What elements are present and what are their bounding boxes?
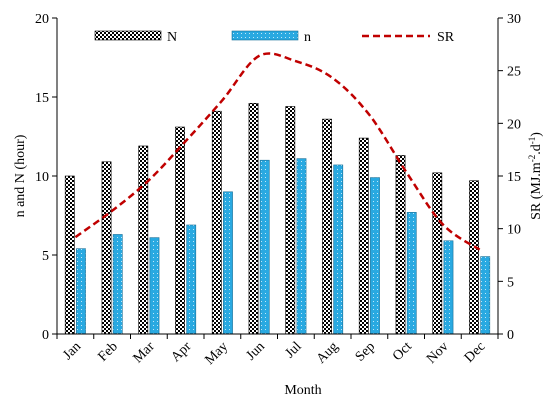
y2-axis-label-main: SR (MJ.m bbox=[529, 162, 544, 220]
x-axis-label: Month bbox=[284, 383, 321, 398]
x-tick-label-jan: Jan bbox=[60, 339, 84, 363]
x-tick-label-mar: Mar bbox=[131, 339, 158, 366]
x-tick-label-jul: Jul bbox=[283, 339, 305, 361]
y2-axis-label: SR (MJ.m-2.d-1) bbox=[527, 132, 544, 220]
right-tick-label: 15 bbox=[507, 170, 521, 185]
axes bbox=[56, 18, 499, 335]
x-tick-label-oct: Oct bbox=[390, 339, 415, 364]
x-tick-label-nov: Nov bbox=[424, 339, 452, 367]
x-tick-label-sep: Sep bbox=[353, 339, 378, 364]
left-tick-label: 20 bbox=[35, 12, 49, 27]
y2-axis-label-mid: .d bbox=[529, 144, 544, 155]
bar-n-apr bbox=[186, 224, 197, 335]
x-tick-label-aug: Aug bbox=[314, 339, 342, 367]
left-tick-label: 0 bbox=[42, 328, 49, 343]
legend-swatch-n bbox=[231, 30, 299, 41]
bar-n-oct bbox=[406, 212, 417, 335]
legend-item-N: N bbox=[94, 30, 177, 45]
bar-n-nov bbox=[443, 240, 454, 335]
bar-N-sep bbox=[358, 137, 369, 335]
legend-item-n: n bbox=[231, 30, 311, 45]
right-tick-label: 0 bbox=[507, 328, 514, 343]
left-axis-ticks: 0 5 10 15 20 bbox=[35, 12, 57, 343]
legend-label-N: N bbox=[167, 30, 177, 45]
bar-N-oct bbox=[395, 155, 406, 335]
legend-label-SR: SR bbox=[437, 30, 455, 45]
bar-n-aug bbox=[333, 164, 344, 335]
bar-n-may bbox=[223, 191, 233, 335]
y2-axis-label-sup2: -1 bbox=[527, 137, 537, 145]
bar-N-dec bbox=[469, 180, 479, 335]
bar-N-jan bbox=[64, 175, 75, 335]
right-axis-ticks: 0 5 10 15 20 25 30 bbox=[498, 12, 521, 343]
bar-n-jun bbox=[259, 159, 270, 335]
bar-n-dec bbox=[480, 256, 491, 335]
bar-n-feb bbox=[112, 234, 123, 335]
left-tick-label: 10 bbox=[35, 170, 49, 185]
legend-label-n: n bbox=[304, 30, 311, 45]
bar-N-may bbox=[211, 110, 222, 335]
x-tick-label-jun: Jun bbox=[244, 339, 268, 363]
bar-N-feb bbox=[101, 161, 112, 335]
x-tick-label-feb: Feb bbox=[95, 339, 120, 364]
bar-N-jul bbox=[285, 106, 296, 335]
series-N-bars bbox=[64, 103, 479, 335]
series-SR-line bbox=[74, 52, 481, 251]
y2-axis-label-sup1: -2 bbox=[527, 155, 537, 163]
bar-N-mar bbox=[138, 145, 149, 335]
bar-N-aug bbox=[322, 118, 332, 335]
x-tick-label-dec: Dec bbox=[462, 339, 489, 366]
bar-N-apr bbox=[175, 126, 185, 335]
bar-n-jul bbox=[296, 158, 307, 335]
bar-N-nov bbox=[432, 172, 443, 335]
legend-item-SR: SR bbox=[362, 30, 455, 45]
legend-swatch-N bbox=[94, 30, 162, 41]
y-axis-label: n and N (hour) bbox=[13, 134, 28, 217]
x-axis-ticks: Jan Feb Mar Apr May Jun Jul Aug Sep Oct Nov Dec bbox=[56, 334, 499, 368]
right-tick-label: 5 bbox=[507, 275, 514, 290]
series-n-bars bbox=[76, 158, 491, 335]
x-tick-label-apr: Apr bbox=[168, 339, 194, 365]
bar-n-jan bbox=[76, 248, 86, 335]
bar-N-jun bbox=[248, 103, 259, 335]
left-tick-label: 15 bbox=[35, 91, 49, 106]
y2-axis-label-end: ) bbox=[529, 132, 544, 137]
x-tick-label-may: May bbox=[202, 339, 231, 368]
left-tick-label: 5 bbox=[42, 249, 49, 264]
right-tick-label: 20 bbox=[507, 117, 521, 132]
right-tick-label: 25 bbox=[507, 65, 521, 80]
bar-n-mar bbox=[149, 237, 160, 335]
right-tick-label: 10 bbox=[507, 223, 521, 238]
bar-n-sep bbox=[370, 177, 380, 335]
right-tick-label: 30 bbox=[507, 12, 521, 27]
